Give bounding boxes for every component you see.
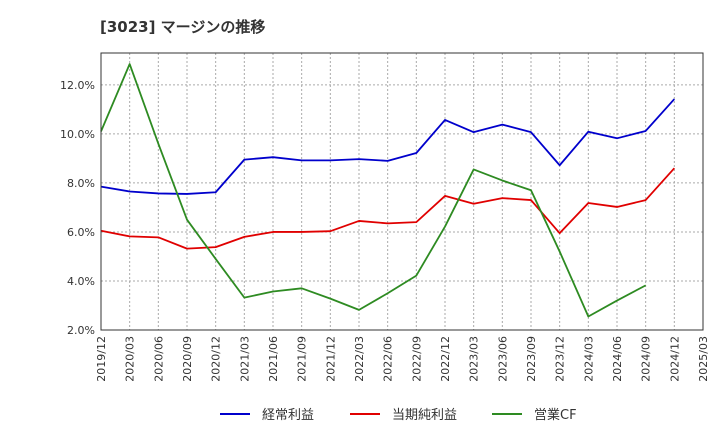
y-tick-label: 12.0% <box>60 79 95 92</box>
x-tick-label: 2022/12 <box>439 336 452 382</box>
x-tick-label: 2023/09 <box>525 336 538 382</box>
x-axis-ticks: 2019/12 2020/03 2020/06 2020/09 2020/12 2021/… <box>95 336 710 382</box>
series-line-0 <box>100 98 675 195</box>
x-tick-label: 2020/03 <box>124 336 137 382</box>
x-tick-label: 2024/12 <box>668 336 681 382</box>
series-line-2 <box>100 63 647 318</box>
x-tick-label: 2021/12 <box>324 336 337 382</box>
x-tick-label: 2022/09 <box>410 336 423 382</box>
legend-label-2: 営業CF <box>534 407 577 423</box>
x-tick-label: 2023/03 <box>468 336 481 382</box>
x-tick-label: 2022/06 <box>382 336 395 382</box>
y-tick-label: 10.0% <box>60 128 95 141</box>
y-tick-label: 2.0% <box>67 324 95 337</box>
x-tick-label: 2023/12 <box>554 336 567 382</box>
y-tick-label: 4.0% <box>67 275 95 288</box>
legend-label-0: 経常利益 <box>262 408 314 423</box>
x-tick-label: 2020/06 <box>152 336 165 382</box>
legend-label-1: 当期純利益 <box>392 408 457 423</box>
x-tick-label: 2025/03 <box>697 336 710 382</box>
grid-lines <box>101 53 703 330</box>
plot-frame <box>100 52 704 331</box>
x-tick-label: 2021/03 <box>238 336 251 382</box>
legend: 経常利益 当期純利益 営業CF <box>220 407 577 423</box>
chart-title: [3023] マージンの推移 <box>100 18 265 36</box>
y-axis-ticks: 2.0% 4.0% 6.0% 8.0% 10.0% 12.0% <box>60 79 95 337</box>
x-tick-label: 2024/03 <box>582 336 595 382</box>
x-tick-label: 2020/12 <box>210 336 223 382</box>
series-lines <box>100 63 675 318</box>
x-tick-label: 2023/06 <box>496 336 509 382</box>
series-line-1 <box>100 167 675 250</box>
x-tick-label: 2021/09 <box>296 336 309 382</box>
x-tick-label: 2021/06 <box>267 336 280 382</box>
x-tick-label: 2024/06 <box>611 336 624 382</box>
y-tick-label: 8.0% <box>67 177 95 190</box>
x-tick-label: 2024/09 <box>640 336 653 382</box>
x-tick-label: 2022/03 <box>353 336 366 382</box>
y-tick-label: 6.0% <box>67 226 95 239</box>
x-tick-label: 2020/09 <box>181 336 194 382</box>
x-tick-label: 2019/12 <box>95 336 108 382</box>
